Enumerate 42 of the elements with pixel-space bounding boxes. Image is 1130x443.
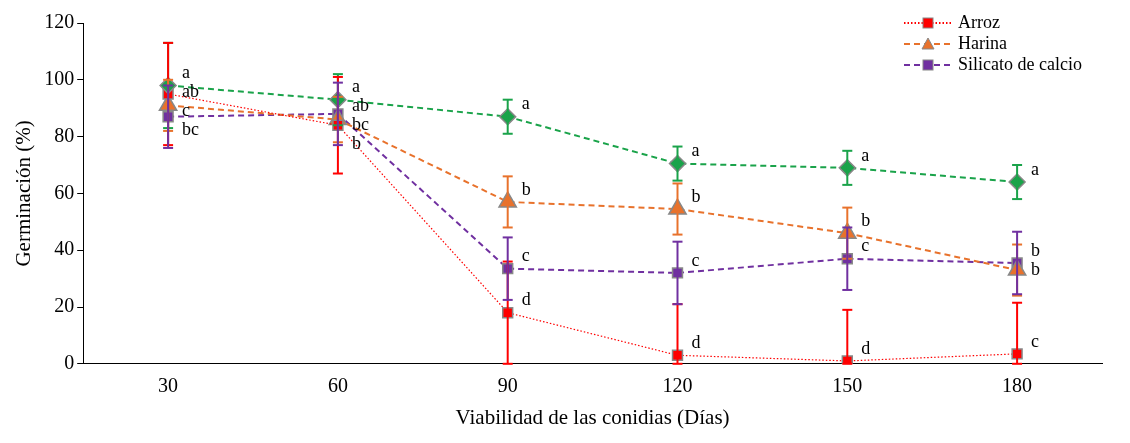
annotation: a xyxy=(691,140,700,161)
x-axis-title: Viabilidad de las conidias (Días) xyxy=(455,404,730,429)
x-tick-label: 90 xyxy=(497,374,518,397)
annotation: a xyxy=(1031,158,1040,179)
annotation: bc xyxy=(182,119,200,140)
legend-label: Arroz xyxy=(958,12,1001,33)
annotation: c xyxy=(691,249,700,270)
y-tick-label: 80 xyxy=(54,123,75,146)
x-tick-label: 180 xyxy=(1002,374,1033,397)
annotation: b xyxy=(691,185,701,206)
annotation: c xyxy=(182,100,191,121)
y-tick-label: 120 xyxy=(44,10,75,33)
annotation: a xyxy=(351,76,360,97)
annotation: b xyxy=(521,178,531,199)
x-tick-label: 60 xyxy=(327,374,348,397)
legend-label: Harina xyxy=(958,33,1008,54)
annotation: d xyxy=(521,289,531,310)
annotation: d xyxy=(861,337,871,358)
annotation: bc xyxy=(351,114,369,135)
y-axis-title: Germinación (%) xyxy=(11,120,36,267)
x-tick-label: 30 xyxy=(158,374,179,397)
annotation: a xyxy=(182,62,191,83)
annotation: d xyxy=(691,332,701,353)
annotation: a xyxy=(861,144,870,165)
annotation: b xyxy=(861,209,871,230)
legend-label: Silicato de calcio xyxy=(958,54,1082,75)
annotation: c xyxy=(861,235,870,256)
annotation: a xyxy=(521,93,530,114)
annotation: b xyxy=(1031,239,1041,260)
y-tick-label: 100 xyxy=(44,67,75,90)
x-tick-label: 120 xyxy=(662,374,693,397)
y-tick-label: 60 xyxy=(54,180,75,203)
annotation: ab xyxy=(351,95,369,116)
annotation: c xyxy=(1031,330,1040,351)
y-tick-label: 40 xyxy=(54,237,75,260)
annotation: b xyxy=(1031,258,1041,279)
x-tick-label: 150 xyxy=(832,374,863,397)
annotation: ab xyxy=(182,81,200,102)
y-tick-label: 0 xyxy=(64,351,75,374)
annotation: c xyxy=(521,245,530,266)
y-tick-label: 20 xyxy=(54,294,75,317)
annotation: b xyxy=(351,133,361,154)
